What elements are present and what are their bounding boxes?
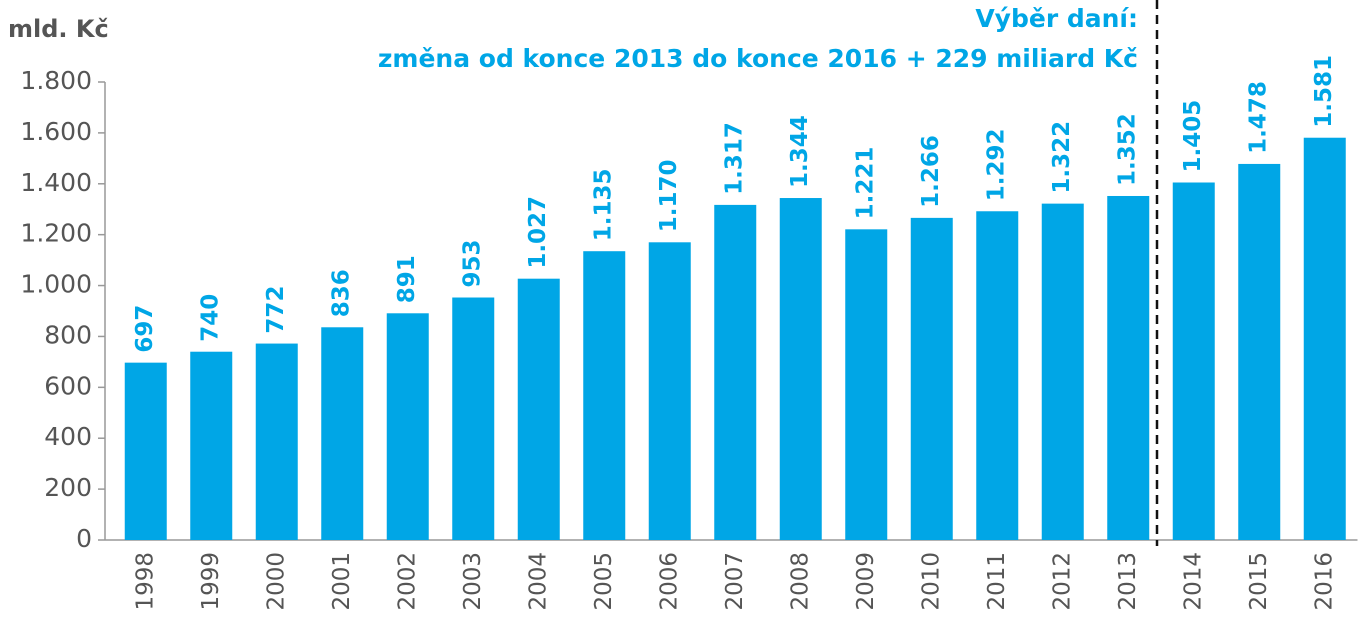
x-tick-label: 2005 bbox=[591, 552, 617, 611]
x-tick-label: 2013 bbox=[1115, 552, 1141, 611]
value-label: 1.170 bbox=[656, 160, 682, 233]
value-label: 740 bbox=[198, 294, 224, 342]
x-tick-label: 2014 bbox=[1180, 552, 1206, 611]
bar bbox=[1107, 195, 1150, 541]
x-tick-label: 2000 bbox=[263, 552, 289, 611]
x-tick-label: 2004 bbox=[525, 552, 551, 611]
x-tick-label: 2003 bbox=[460, 552, 486, 611]
value-label: 953 bbox=[460, 239, 486, 287]
bar bbox=[452, 297, 495, 540]
y-tick-label: 400 bbox=[44, 422, 92, 451]
x-tick-label: 2012 bbox=[1049, 552, 1075, 611]
x-tick-label: 2009 bbox=[853, 552, 879, 611]
bar bbox=[1041, 203, 1084, 540]
x-tick-label: 2006 bbox=[656, 552, 682, 611]
value-label: 1.322 bbox=[1049, 121, 1075, 194]
bar bbox=[1303, 137, 1346, 540]
value-label: 1.135 bbox=[591, 168, 617, 241]
bar bbox=[255, 343, 298, 540]
y-axis-label: mld. Kč bbox=[8, 15, 109, 43]
x-tick-label: 2011 bbox=[984, 552, 1010, 611]
y-tick-label: 1.600 bbox=[20, 117, 92, 146]
value-label: 1.221 bbox=[853, 147, 879, 220]
y-tick-label: 0 bbox=[76, 524, 92, 553]
value-label: 836 bbox=[329, 269, 355, 317]
bar bbox=[845, 229, 888, 540]
value-label: 1.581 bbox=[1311, 55, 1337, 128]
bar bbox=[976, 211, 1019, 540]
x-tick-label: 1999 bbox=[198, 552, 224, 611]
y-tick-label: 1.800 bbox=[20, 66, 92, 95]
value-label: 772 bbox=[263, 286, 289, 334]
x-tick-label: 2015 bbox=[1246, 552, 1272, 611]
bar bbox=[910, 217, 953, 540]
annotation: změna od konce 2013 do konce 2016 + 229 … bbox=[378, 44, 1138, 73]
bar bbox=[714, 204, 757, 540]
value-label: 1.352 bbox=[1115, 113, 1141, 186]
value-label: 1.027 bbox=[525, 196, 551, 269]
y-tick-label: 600 bbox=[44, 371, 92, 400]
x-tick-label: 2007 bbox=[722, 552, 748, 611]
x-tick-label: 2001 bbox=[329, 552, 355, 611]
x-tick-label: 1998 bbox=[132, 552, 158, 611]
value-label: 697 bbox=[132, 305, 158, 353]
y-tick-label: 1.400 bbox=[20, 168, 92, 197]
value-label: 1.317 bbox=[722, 122, 748, 195]
bar bbox=[1238, 163, 1281, 541]
bar bbox=[583, 251, 626, 540]
x-tick-label: 2008 bbox=[787, 552, 813, 611]
value-label: 1.478 bbox=[1246, 81, 1272, 154]
bar bbox=[190, 351, 233, 540]
x-tick-label: 2010 bbox=[918, 552, 944, 611]
value-label: 891 bbox=[394, 255, 420, 303]
bar bbox=[1172, 182, 1215, 540]
bar bbox=[517, 278, 560, 540]
value-label: 1.266 bbox=[918, 135, 944, 208]
bar bbox=[124, 362, 167, 540]
value-label: 1.405 bbox=[1180, 100, 1206, 173]
y-tick-label: 800 bbox=[44, 320, 92, 349]
annotation: Výběr daní: bbox=[975, 4, 1138, 33]
value-label: 1.292 bbox=[984, 128, 1010, 201]
value-label: 1.344 bbox=[787, 115, 813, 188]
y-tick-label: 200 bbox=[44, 473, 92, 502]
x-tick-label: 2002 bbox=[394, 552, 420, 611]
y-tick-label: 1.200 bbox=[20, 219, 92, 248]
bar bbox=[779, 198, 822, 540]
bar bbox=[386, 313, 429, 540]
bar bbox=[648, 242, 691, 541]
bar bbox=[321, 327, 364, 540]
x-tick-label: 2016 bbox=[1311, 552, 1337, 611]
y-tick-label: 1.000 bbox=[20, 270, 92, 299]
